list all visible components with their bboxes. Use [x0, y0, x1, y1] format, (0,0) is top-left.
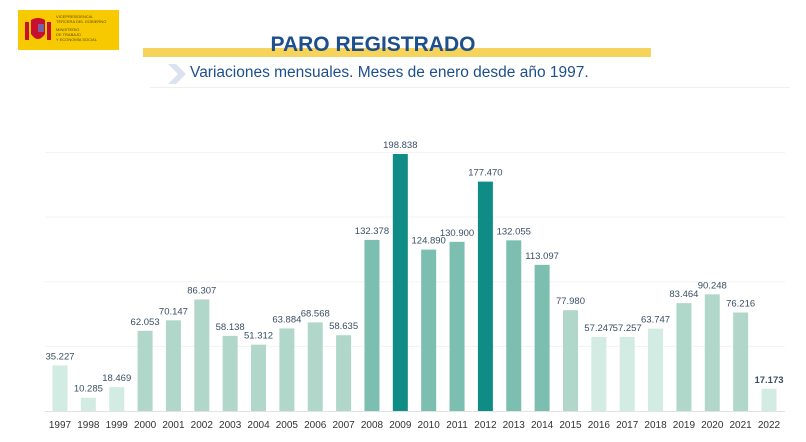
x-tick-label: 2001: [162, 420, 185, 431]
value-label: 177.470: [468, 168, 502, 179]
value-label: 68.568: [301, 308, 330, 319]
bar-2001: [165, 320, 181, 411]
bar-2009: [392, 154, 408, 411]
page-subtitle: Variaciones mensuales. Meses de enero de…: [190, 64, 589, 81]
x-tick-label: 2010: [418, 420, 441, 431]
bar-1999: [109, 387, 125, 411]
value-label: 57.257: [613, 323, 642, 334]
x-tick-label: 2002: [191, 420, 214, 431]
value-label: 58.635: [329, 321, 358, 332]
bar-2002: [194, 299, 210, 411]
x-tick-label: 2017: [616, 420, 639, 431]
bar-2006: [307, 322, 323, 411]
bar-2004: [251, 344, 267, 411]
value-label: 58.138: [216, 322, 245, 333]
value-label: 86.307: [187, 285, 216, 296]
bar-2011: [449, 241, 465, 411]
logo-line: DE TRABAJO: [56, 32, 82, 37]
x-tick-label: 2006: [304, 420, 327, 431]
title-underline-bar: [143, 48, 651, 57]
value-label: 35.227: [45, 351, 74, 362]
value-label: 63.884: [272, 314, 301, 325]
x-tick-label: 2007: [332, 420, 355, 431]
x-tick-label: 2000: [134, 420, 157, 431]
bar-2022: [761, 388, 777, 411]
x-tick-label: 2018: [644, 420, 667, 431]
value-label: 132.378: [355, 226, 389, 237]
bar-2003: [222, 335, 238, 411]
x-tick-label: 2008: [361, 420, 384, 431]
bar-2012: [477, 181, 493, 411]
bar-2008: [364, 239, 380, 411]
value-label: 18.469: [102, 373, 131, 384]
logo-text: VICEPRESIDENCIA TERCERA DEL GOBIERNO MIN…: [56, 14, 116, 42]
chevron-right-icon: [168, 64, 186, 84]
value-label: 63.747: [641, 315, 670, 326]
value-label: 77.980: [556, 296, 585, 307]
government-logo: VICEPRESIDENCIA TERCERA DEL GOBIERNO MIN…: [18, 10, 119, 50]
page-title: PARO REGISTRADO: [270, 33, 476, 56]
bar-2016: [591, 337, 607, 411]
logo-line: VICEPRESIDENCIA: [56, 14, 93, 19]
x-tick-label: 1997: [49, 420, 72, 431]
bar-2014: [534, 264, 550, 411]
bar-2010: [421, 249, 437, 411]
logo-line: TERCERA DEL GOBIERNO: [56, 19, 107, 24]
value-label: 124.890: [412, 236, 446, 247]
bar-2020: [704, 294, 720, 411]
value-label: 10.285: [74, 384, 103, 395]
x-tick-label: 2013: [503, 420, 526, 431]
bar-2007: [336, 335, 352, 411]
bar-1997: [52, 365, 68, 411]
x-tick-label: 2009: [389, 420, 412, 431]
value-label: 70.147: [159, 306, 188, 317]
value-label: 83.464: [669, 289, 698, 300]
bar-2019: [676, 303, 692, 411]
x-tick-label: 2011: [446, 420, 468, 431]
x-tick-label: 2022: [758, 420, 781, 431]
x-tick-label: 2021: [730, 420, 753, 431]
bar-1998: [80, 397, 96, 411]
x-tick-label: 2014: [531, 420, 554, 431]
logo-line: MINISTERIO: [56, 27, 80, 32]
value-label: 113.097: [525, 251, 559, 262]
value-label: 198.838: [383, 140, 417, 151]
x-tick-label: 2015: [559, 420, 582, 431]
x-tick-label: 2003: [219, 420, 242, 431]
x-tick-label: 2016: [588, 420, 611, 431]
bar-2005: [279, 328, 295, 411]
x-tick-label: 2012: [474, 420, 497, 431]
logo-line: Y ECONOMÍA SOCIAL: [56, 37, 98, 42]
bar-2000: [137, 330, 153, 411]
value-label: 17.173: [754, 375, 783, 386]
value-label: 130.900: [440, 228, 474, 239]
bar-2015: [562, 310, 578, 411]
x-tick-label: 2019: [673, 420, 696, 431]
value-label: 132.055: [497, 226, 531, 237]
separator: [150, 87, 790, 88]
x-tick-label: 2005: [276, 420, 299, 431]
coat-of-arms-icon: [25, 18, 51, 40]
value-label: 90.248: [698, 280, 727, 291]
bar-2013: [506, 240, 522, 411]
x-tick-label: 1998: [77, 420, 100, 431]
x-tick-label: 1999: [106, 420, 129, 431]
x-tick-label: 2004: [247, 420, 270, 431]
value-label: 51.312: [244, 331, 273, 342]
value-label: 62.053: [131, 317, 160, 328]
x-tick-label: 2020: [701, 420, 724, 431]
value-label: 57.247: [584, 323, 613, 334]
bar-2018: [648, 328, 664, 411]
bar-2021: [733, 312, 749, 411]
bar-2017: [619, 336, 635, 411]
value-label: 76.216: [726, 298, 755, 309]
